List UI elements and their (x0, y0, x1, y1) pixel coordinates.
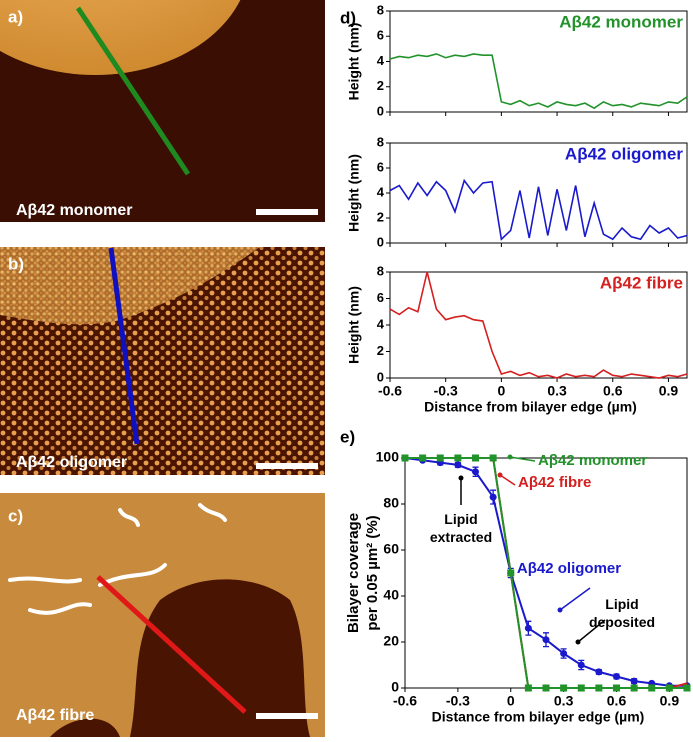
x-tick-label: 0.6 (603, 383, 623, 399)
y-axis-label: Height (nm) (346, 154, 362, 232)
x-tick-label: 0 (497, 383, 505, 399)
marker (648, 684, 656, 692)
x-axis-label: Distance from bilayer edge (µm) (432, 709, 645, 725)
marker (454, 454, 462, 462)
x-tick-label: 0.9 (659, 383, 679, 399)
marker (489, 493, 497, 501)
panel-label: c) (8, 506, 23, 525)
x-tick-label: 0 (507, 693, 515, 709)
x-tick-label: -0.6 (393, 693, 417, 709)
chart-title: Aβ42 oligomer (565, 144, 683, 163)
y-tick-label: 8 (377, 263, 384, 278)
panel-label: b) (8, 254, 24, 273)
annotation: Lipid extracted (430, 511, 492, 545)
y-tick-label: 2 (377, 78, 384, 93)
arrow-head (575, 639, 581, 645)
y-tick-label: 60 (383, 541, 399, 557)
y-tick-label: 0 (377, 234, 384, 249)
arrow (559, 587, 591, 611)
marker (489, 454, 497, 462)
y-tick-label: 20 (383, 633, 399, 649)
marker (472, 454, 479, 462)
y-tick-label: 4 (377, 53, 385, 68)
afm-image-b (0, 247, 325, 475)
x-tick-label: -0.3 (446, 693, 470, 709)
arrow-head (458, 475, 464, 481)
marker (613, 673, 620, 680)
y-tick-label: 100 (376, 449, 400, 465)
panel-label: d) (340, 8, 356, 27)
panel-label: a) (8, 7, 23, 26)
y-axis-label: Height (nm) (346, 23, 362, 101)
marker (401, 454, 409, 462)
x-tick-label: -0.6 (378, 383, 402, 399)
marker (683, 684, 691, 692)
arrow (577, 619, 606, 643)
marker (542, 684, 550, 692)
y-tick-label: 2 (377, 209, 384, 224)
panel-label: e) (340, 427, 355, 446)
x-tick-label: 0.3 (547, 383, 567, 399)
marker (595, 684, 603, 692)
marker (542, 636, 550, 644)
arrow (499, 474, 516, 486)
y-axis-label: Bilayer coverage (345, 513, 362, 633)
arrow-head (557, 607, 563, 613)
x-axis-label: Distance from bilayer edge (µm) (424, 399, 637, 415)
x-tick-label: -0.3 (434, 383, 458, 399)
x-tick-label: 0.9 (660, 693, 680, 709)
series-line (389, 178, 688, 241)
marker (595, 668, 603, 676)
x-tick-label: 0.6 (607, 693, 627, 709)
y-tick-label: 0 (377, 103, 384, 118)
y-axis-label: Height (nm) (346, 286, 362, 364)
y-tick-label: 6 (377, 290, 384, 305)
marker (665, 684, 673, 692)
marker (613, 684, 620, 692)
arrow-head (507, 454, 513, 460)
y-tick-label: 4 (377, 316, 385, 331)
series-line (389, 53, 688, 110)
y-tick-label: 40 (383, 587, 399, 603)
afm-image-a (0, 0, 325, 222)
y-tick-label: 80 (383, 495, 399, 511)
y-tick-label: 2 (377, 343, 384, 358)
chart-title: Aβ42 monomer (559, 12, 683, 31)
arrow-head (497, 472, 503, 478)
series-label: Aβ42 monomer (538, 452, 647, 469)
y-tick-label: 0 (377, 369, 384, 384)
series-label: Aβ42 fibre (518, 474, 591, 491)
marker (560, 684, 568, 692)
series-label: Aβ42 oligomer (517, 560, 621, 577)
afm-image-c (0, 493, 325, 737)
y-tick-label: 0 (391, 679, 399, 695)
y-tick-label: 8 (377, 134, 384, 149)
marker (630, 684, 638, 692)
panel-caption: Aβ42 monomer (16, 202, 132, 219)
x-tick-label: 0.3 (554, 693, 574, 709)
marker (577, 684, 585, 692)
marker (560, 650, 568, 657)
marker (507, 569, 515, 577)
marker (577, 661, 585, 669)
marker (472, 468, 479, 476)
marker (630, 677, 638, 685)
y-tick-label: 6 (377, 28, 384, 43)
y-tick-label: 8 (377, 2, 384, 17)
annotation: Lipid deposited (589, 596, 655, 630)
panel-caption: Aβ42 fibre (16, 707, 94, 724)
marker (524, 684, 532, 692)
marker (436, 454, 444, 462)
marker (454, 461, 462, 469)
arrow (509, 456, 536, 462)
y-tick-label: 6 (377, 159, 384, 174)
panel-caption: Aβ42 oligomer (16, 454, 127, 471)
y-axis-label: per 0.05 µm² (%) (364, 515, 381, 630)
marker (419, 454, 427, 462)
series-line (389, 271, 688, 379)
y-tick-label: 4 (377, 184, 385, 199)
chart-title: Aβ42 fibre (600, 273, 683, 292)
marker (524, 624, 532, 632)
